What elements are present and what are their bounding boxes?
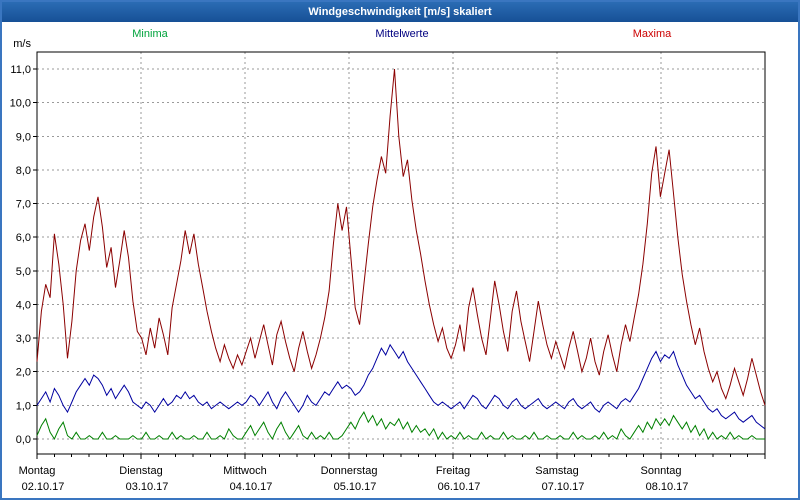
x-date-label: 08.10.17: [646, 481, 689, 493]
y-tick-label: 8,0: [16, 165, 31, 177]
window-title: Windgeschwindigkeit [m/s] skaliert: [2, 2, 798, 22]
y-tick-label: 9,0: [16, 131, 31, 143]
y-tick-label: 7,0: [16, 199, 31, 211]
y-tick-label: 3,0: [16, 333, 31, 345]
x-day-label: Sonntag: [641, 465, 682, 477]
x-day-label: Dienstag: [119, 465, 162, 477]
plot-border: [36, 51, 766, 455]
x-date-label: 06.10.17: [438, 481, 481, 493]
y-tick-label: 4,0: [16, 299, 31, 311]
minima-line: [36, 411, 765, 441]
y-tick-label: 6,0: [16, 232, 31, 244]
legend-minima: Minima: [132, 28, 168, 40]
x-day-label: Freitag: [436, 465, 470, 477]
x-date-label: 07.10.17: [542, 481, 585, 493]
maxima-line: [36, 68, 766, 406]
legend-maxima: Maxima: [632, 28, 672, 40]
mittelwerte-line: [36, 343, 766, 430]
x-day-label: Donnerstag: [321, 465, 378, 477]
x-date-label: 04.10.17: [230, 481, 273, 493]
wind-speed-chart: 0,0 1,0 2,0 3,0 4,0 5,0 6,0 7,0 8,0 9,0 10,0 11,0 m/…: [10, 38, 766, 493]
x-day-label: Mittwoch: [223, 465, 266, 477]
legend-mittelwerte: Mittelwerte: [375, 28, 429, 40]
y-tick-label: 11,0: [10, 64, 31, 76]
x-date-label: 02.10.17: [22, 481, 65, 493]
x-day-label: Montag: [19, 465, 56, 477]
y-tick-label: 0,0: [16, 434, 31, 446]
x-day-label: Samstag: [535, 465, 578, 477]
y-tick-label: 10,0: [10, 98, 31, 110]
x-date-label: 05.10.17: [334, 481, 377, 493]
chart-legend: Minima Mittelwerte Maxima: [2, 28, 798, 42]
y-axis-unit-label: m/s: [13, 38, 31, 50]
y-tick-label: 2,0: [16, 367, 31, 379]
y-tick-label: 5,0: [16, 266, 31, 278]
x-date-label: 03.10.17: [126, 481, 169, 493]
y-tick-label: 1,0: [16, 400, 31, 412]
